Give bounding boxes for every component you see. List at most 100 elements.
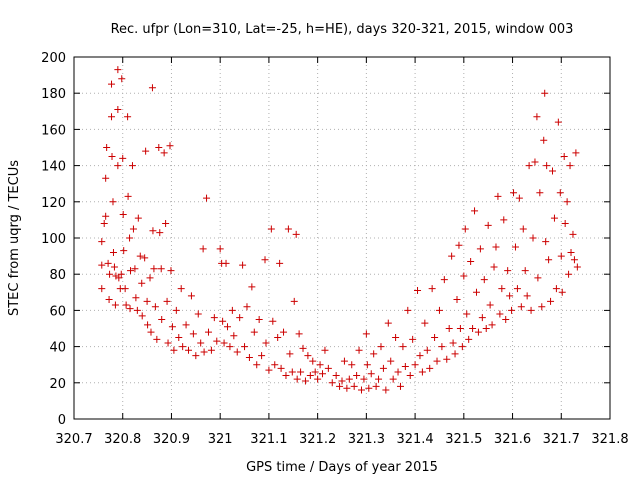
data-point: [449, 339, 457, 347]
data-point: [513, 285, 521, 293]
data-point: [127, 267, 135, 275]
data-point: [451, 350, 459, 358]
data-point: [463, 310, 471, 318]
data-point: [115, 274, 123, 282]
data-point: [143, 297, 151, 305]
data-point: [471, 207, 479, 215]
data-point: [541, 89, 549, 97]
data-point: [104, 259, 112, 267]
data-point: [448, 252, 456, 260]
data-point: [216, 245, 224, 253]
data-point: [311, 368, 319, 376]
axis-ticks: [73, 56, 611, 420]
data-point: [533, 113, 541, 121]
data-point: [478, 314, 486, 322]
data-point: [565, 270, 573, 278]
data-point: [552, 285, 560, 293]
data-point: [102, 212, 110, 220]
data-point: [175, 334, 183, 342]
data-point: [109, 248, 117, 256]
data-point: [480, 276, 488, 284]
data-point: [482, 325, 490, 332]
data-point: [200, 348, 208, 356]
y-tick-label: 100: [41, 232, 66, 247]
data-point: [573, 263, 581, 271]
data-point: [147, 328, 155, 336]
data-point: [521, 267, 529, 275]
data-point: [132, 294, 140, 302]
x-tick-label: 320.7: [55, 432, 92, 447]
data-point: [119, 154, 127, 162]
y-tick-label: 20: [49, 377, 66, 392]
data-point: [456, 325, 464, 332]
data-point: [142, 147, 150, 155]
data-point: [384, 319, 392, 327]
data-point: [472, 288, 480, 296]
data-point: [108, 153, 116, 161]
x-tick-label: 321.5: [445, 432, 482, 447]
data-point: [561, 220, 569, 228]
data-point: [128, 162, 136, 170]
data-point: [538, 303, 546, 311]
data-point: [486, 301, 494, 309]
data-point: [100, 220, 108, 228]
data-point: [250, 328, 258, 336]
data-point: [304, 352, 312, 360]
y-tick-label: 140: [41, 160, 66, 175]
data-point: [182, 321, 190, 329]
data-point: [220, 339, 228, 347]
data-point: [297, 368, 305, 376]
data-point: [498, 285, 506, 293]
data-point: [557, 252, 565, 260]
data-point: [226, 343, 234, 351]
data-point: [114, 66, 122, 74]
data-point: [379, 364, 387, 372]
y-tick-label: 200: [41, 51, 66, 66]
data-point: [370, 350, 378, 358]
data-point: [248, 283, 256, 291]
data-point: [293, 375, 301, 383]
data-point: [508, 306, 516, 314]
y-tick-label: 0: [58, 413, 66, 428]
data-point: [108, 113, 116, 121]
data-point: [255, 315, 263, 323]
data-point: [467, 258, 475, 266]
data-point: [146, 274, 154, 282]
data-point: [210, 314, 218, 322]
data-point: [504, 267, 512, 275]
data-point: [141, 254, 149, 262]
data-point: [375, 375, 383, 383]
data-point: [492, 243, 500, 251]
data-point: [203, 194, 211, 202]
x-tick-label: 321.4: [396, 432, 433, 447]
y-tick-label: 160: [41, 123, 66, 138]
data-point: [119, 210, 127, 218]
data-point: [360, 375, 368, 383]
data-point: [506, 292, 514, 300]
data-point: [98, 238, 106, 246]
data-point: [338, 377, 346, 385]
data-point: [534, 274, 542, 282]
data-point: [502, 315, 510, 323]
data-point: [170, 346, 178, 354]
data-point: [414, 286, 422, 294]
data-point: [488, 321, 496, 329]
data-point: [367, 370, 375, 378]
data-point: [474, 328, 482, 336]
data-point: [177, 285, 185, 293]
data-point: [245, 353, 253, 361]
data-point: [345, 375, 353, 383]
data-point: [567, 248, 575, 256]
data-point: [114, 162, 122, 170]
data-point: [406, 372, 414, 380]
data-point: [426, 364, 434, 372]
data-point: [525, 162, 533, 170]
data-point: [547, 297, 555, 305]
data-point: [134, 214, 142, 222]
x-tick-label: 321.3: [348, 432, 385, 447]
data-point: [543, 162, 551, 170]
data-point: [570, 256, 578, 264]
data-point: [401, 363, 409, 371]
data-point: [500, 216, 508, 224]
data-point: [156, 229, 164, 237]
